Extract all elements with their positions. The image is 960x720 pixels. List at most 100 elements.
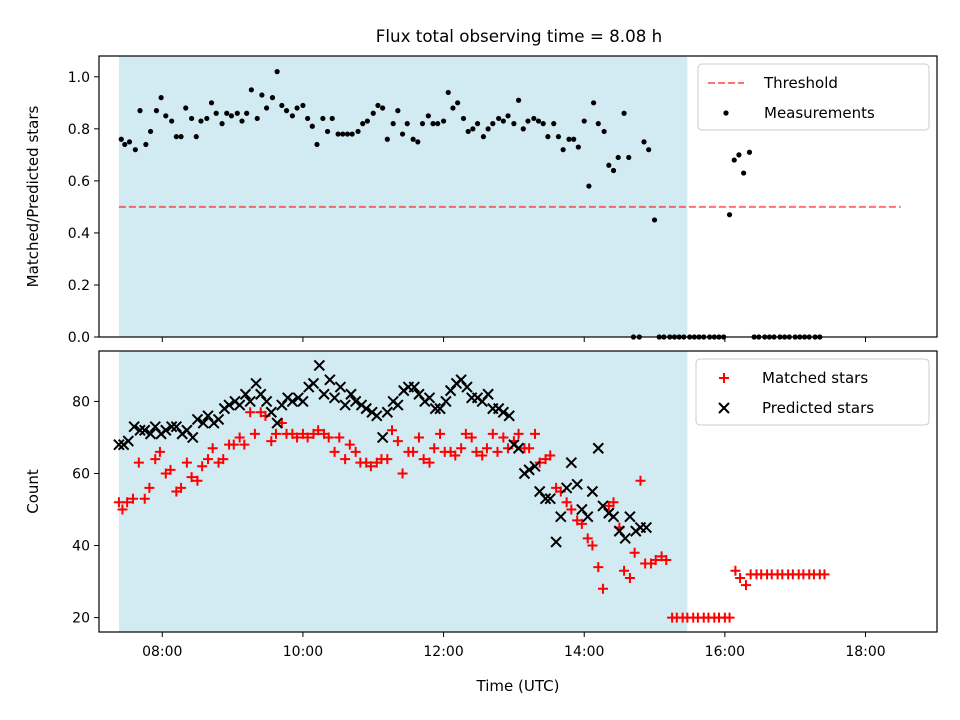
data-point: [640, 521, 653, 534]
y-tick-label: 0.6: [68, 174, 90, 190]
data-point: [524, 443, 535, 454]
data-point: [651, 217, 658, 223]
data-point: [355, 128, 361, 135]
data-point: [485, 126, 491, 132]
data-point: [593, 562, 604, 573]
data-point: [122, 435, 135, 447]
data-point: [497, 406, 510, 418]
data-point: [132, 147, 138, 153]
data-point: [590, 100, 597, 106]
chart-title: Flux total observing time = 8.08 h: [376, 26, 662, 46]
data-point: [212, 413, 225, 426]
data-point: [741, 170, 747, 176]
data-point: [576, 518, 587, 529]
data-point: [474, 121, 481, 127]
data-point: [435, 428, 446, 439]
data-point: [404, 121, 410, 127]
data-point: [265, 406, 277, 418]
data-point: [264, 105, 270, 111]
data-point: [223, 399, 235, 411]
data-point: [173, 134, 179, 140]
data-point: [423, 392, 436, 404]
data-point: [575, 144, 581, 150]
data-point: [349, 131, 355, 137]
data-point: [360, 121, 366, 127]
data-point: [582, 511, 594, 523]
data-point: [635, 475, 646, 486]
data-point: [328, 392, 341, 404]
data-point: [561, 497, 572, 508]
data-point: [127, 493, 138, 504]
data-point: [535, 118, 542, 124]
data-point: [496, 115, 502, 122]
data-point: [498, 432, 509, 443]
axes-frame: [98, 350, 938, 633]
data-point: [661, 554, 672, 565]
data-point: [565, 456, 578, 469]
data-point: [248, 87, 254, 93]
legend-label: Predicted stars: [762, 399, 874, 417]
panel-measurements: 0.0 0.2 0.4 0.6 0.8 1.0 Matched/Predicted star…: [24, 55, 938, 346]
data-point: [144, 482, 155, 493]
data-point: [482, 388, 494, 400]
data-point: [505, 113, 511, 119]
data-point: [165, 464, 176, 475]
data-point: [139, 424, 151, 436]
data-point: [244, 395, 256, 408]
y-axis-label: Matched/Predicted stars: [24, 106, 42, 288]
data-point: [601, 128, 607, 135]
data-point: [279, 102, 285, 109]
data-point: [340, 131, 346, 137]
data-point: [122, 141, 128, 148]
data-point: [610, 167, 617, 174]
data-point: [318, 388, 330, 400]
data-point: [349, 395, 362, 408]
data-point: [239, 118, 245, 124]
data-point: [531, 115, 537, 122]
data-point: [550, 536, 562, 548]
data-point: [445, 89, 451, 96]
data-point: [551, 121, 557, 127]
data-point: [158, 95, 164, 101]
data-point: [566, 136, 572, 142]
data-point: [545, 450, 556, 461]
data-point: [429, 402, 442, 415]
data-point: [460, 428, 471, 439]
data-point: [520, 126, 526, 132]
x-tick-label: 18:00: [845, 644, 885, 660]
data-point: [390, 121, 396, 127]
data-point: [560, 147, 566, 153]
data-point: [471, 446, 482, 457]
data-point: [118, 136, 124, 142]
data-point: [234, 110, 240, 116]
data-point: [313, 425, 324, 436]
data-point: [165, 420, 178, 433]
data-point: [606, 162, 612, 168]
data-point: [139, 493, 150, 504]
data-point: [418, 454, 429, 465]
data-point: [624, 511, 636, 523]
data-point: [615, 154, 621, 161]
axes-frame: [98, 55, 938, 338]
data-point: [376, 431, 389, 444]
data-point: [487, 428, 498, 439]
data-point: [429, 443, 440, 454]
data-point: [525, 118, 531, 124]
data-point: [466, 432, 477, 443]
data-point: [746, 149, 753, 155]
data-point: [529, 460, 541, 472]
data-point: [539, 492, 552, 505]
data-point: [619, 532, 631, 545]
data-point: [455, 100, 461, 106]
data-point: [571, 478, 583, 491]
data-point: [523, 464, 535, 476]
data-point: [819, 569, 830, 580]
data-point: [461, 381, 473, 393]
y-axis-label: Count: [24, 469, 42, 514]
data-point: [126, 139, 133, 145]
data-point: [324, 128, 331, 135]
data-point: [260, 395, 273, 408]
data-point: [419, 121, 426, 127]
data-point: [329, 446, 340, 457]
data-point: [460, 115, 467, 122]
